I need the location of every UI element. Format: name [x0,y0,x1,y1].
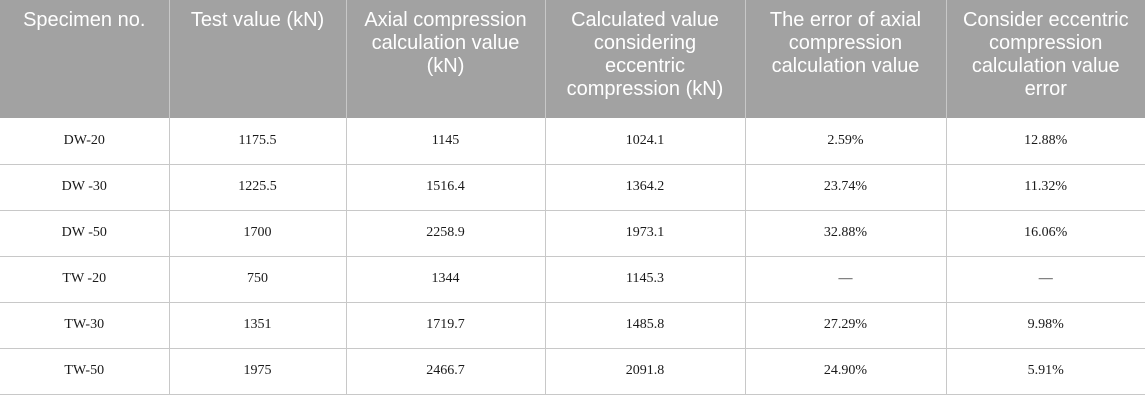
cell-eccentric-calculation-value: 1024.1 [544,118,746,165]
header-axial-error: The error of axial compression calculati… [744,0,947,118]
table-row: DW -50 1700 2258.9 1973.1 32.88% 16.06% [0,209,1145,257]
cell-axial-error: 2.59% [744,118,947,165]
cell-eccentric-error: 16.06% [945,209,1145,257]
table-body: DW-20 1175.5 1145 1024.1 2.59% 12.88% DW… [0,118,1145,395]
table-row: TW-30 1351 1719.7 1485.8 27.29% 9.98% [0,301,1145,349]
header-row: Specimen no. Test value (kN) Axial compr… [0,0,1145,118]
cell-axial-calculation-value: 1516.4 [345,163,546,211]
results-table: Specimen no. Test value (kN) Axial compr… [0,0,1145,395]
cell-axial-calculation-value: 1344 [345,255,546,303]
cell-axial-calculation-value: 1145 [345,118,546,165]
cell-axial-calculation-value: 2466.7 [345,347,546,395]
table-header: Specimen no. Test value (kN) Axial compr… [0,0,1145,118]
cell-eccentric-error: 11.32% [945,163,1145,211]
table-row: TW -20 750 1344 1145.3 — — [0,255,1145,303]
cell-eccentric-error: — [945,255,1145,303]
cell-specimen-no: DW -50 [0,209,170,257]
cell-axial-error: 23.74% [744,163,947,211]
cell-eccentric-error: 12.88% [945,118,1145,165]
header-eccentric-calculation-value: Calculated value considering eccentric c… [544,0,746,118]
cell-test-value: 1351 [168,301,347,349]
cell-eccentric-calculation-value: 2091.8 [544,347,746,395]
cell-specimen-no: TW -20 [0,255,170,303]
cell-test-value: 1225.5 [168,163,347,211]
cell-specimen-no: TW-30 [0,301,170,349]
header-axial-calculation-value: Axial compression calculation value (kN) [345,0,546,118]
cell-eccentric-calculation-value: 1973.1 [544,209,746,257]
cell-specimen-no: TW-50 [0,347,170,395]
cell-axial-calculation-value: 2258.9 [345,209,546,257]
cell-eccentric-calculation-value: 1364.2 [544,163,746,211]
cell-eccentric-calculation-value: 1145.3 [544,255,746,303]
cell-axial-error: 32.88% [744,209,947,257]
cell-test-value: 750 [168,255,347,303]
table-row: DW -30 1225.5 1516.4 1364.2 23.74% 11.32… [0,163,1145,211]
cell-specimen-no: DW -30 [0,163,170,211]
header-test-value: Test value (kN) [168,0,347,118]
cell-axial-error: 24.90% [744,347,947,395]
cell-eccentric-calculation-value: 1485.8 [544,301,746,349]
header-specimen-no: Specimen no. [0,0,170,118]
cell-test-value: 1700 [168,209,347,257]
cell-eccentric-error: 5.91% [945,347,1145,395]
header-eccentric-error: Consider eccentric compression calculati… [945,0,1145,118]
cell-eccentric-error: 9.98% [945,301,1145,349]
cell-test-value: 1175.5 [168,118,347,165]
cell-test-value: 1975 [168,347,347,395]
table-row: DW-20 1175.5 1145 1024.1 2.59% 12.88% [0,118,1145,165]
cell-specimen-no: DW-20 [0,118,170,165]
cell-axial-error: 27.29% [744,301,947,349]
cell-axial-error: — [744,255,947,303]
cell-axial-calculation-value: 1719.7 [345,301,546,349]
table-row: TW-50 1975 2466.7 2091.8 24.90% 5.91% [0,347,1145,395]
